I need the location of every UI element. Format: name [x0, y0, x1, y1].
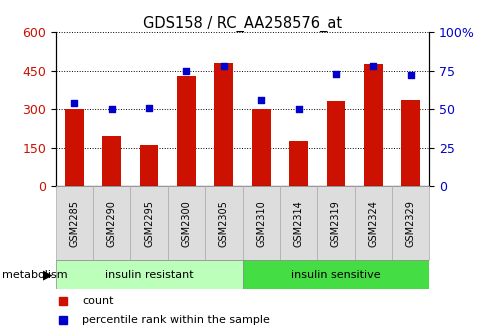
FancyBboxPatch shape — [167, 186, 205, 260]
FancyBboxPatch shape — [354, 186, 391, 260]
Point — [145, 105, 153, 110]
FancyBboxPatch shape — [205, 186, 242, 260]
Bar — [326, 101, 345, 186]
Point — [406, 73, 413, 78]
Point — [369, 63, 377, 69]
Text: GSM2324: GSM2324 — [367, 200, 378, 247]
Bar — [177, 76, 196, 186]
Bar — [214, 63, 233, 186]
Point — [219, 63, 227, 69]
Point — [71, 100, 78, 106]
Text: insulin sensitive: insulin sensitive — [290, 270, 380, 280]
Bar — [400, 100, 419, 186]
Point — [294, 107, 302, 112]
FancyBboxPatch shape — [56, 260, 242, 289]
Text: GSM2305: GSM2305 — [218, 200, 228, 247]
FancyBboxPatch shape — [317, 186, 354, 260]
Bar — [102, 136, 121, 186]
FancyBboxPatch shape — [279, 186, 317, 260]
Text: GSM2285: GSM2285 — [69, 200, 79, 247]
Text: GSM2290: GSM2290 — [106, 200, 117, 247]
FancyBboxPatch shape — [242, 260, 428, 289]
FancyBboxPatch shape — [391, 186, 428, 260]
Text: insulin resistant: insulin resistant — [105, 270, 193, 280]
FancyBboxPatch shape — [130, 186, 167, 260]
FancyBboxPatch shape — [242, 186, 279, 260]
Bar — [363, 64, 382, 186]
Text: GSM2329: GSM2329 — [405, 200, 415, 247]
FancyBboxPatch shape — [56, 186, 93, 260]
Text: GSM2319: GSM2319 — [330, 200, 340, 247]
Point — [257, 97, 265, 102]
Text: GSM2300: GSM2300 — [181, 200, 191, 247]
Bar — [288, 141, 307, 186]
Bar — [251, 109, 270, 186]
Text: metabolism: metabolism — [2, 270, 68, 280]
Text: GSM2314: GSM2314 — [293, 200, 303, 247]
Point — [331, 71, 339, 76]
Title: GDS158 / RC_AA258576_at: GDS158 / RC_AA258576_at — [143, 16, 341, 32]
Text: GSM2295: GSM2295 — [144, 200, 154, 247]
Text: ▶: ▶ — [43, 268, 52, 281]
Point — [182, 68, 190, 73]
Bar — [65, 109, 84, 186]
Text: GSM2310: GSM2310 — [256, 200, 266, 247]
Text: count: count — [82, 296, 113, 306]
Bar — [139, 145, 158, 186]
FancyBboxPatch shape — [93, 186, 130, 260]
Point — [107, 107, 115, 112]
Text: percentile rank within the sample: percentile rank within the sample — [82, 316, 269, 325]
